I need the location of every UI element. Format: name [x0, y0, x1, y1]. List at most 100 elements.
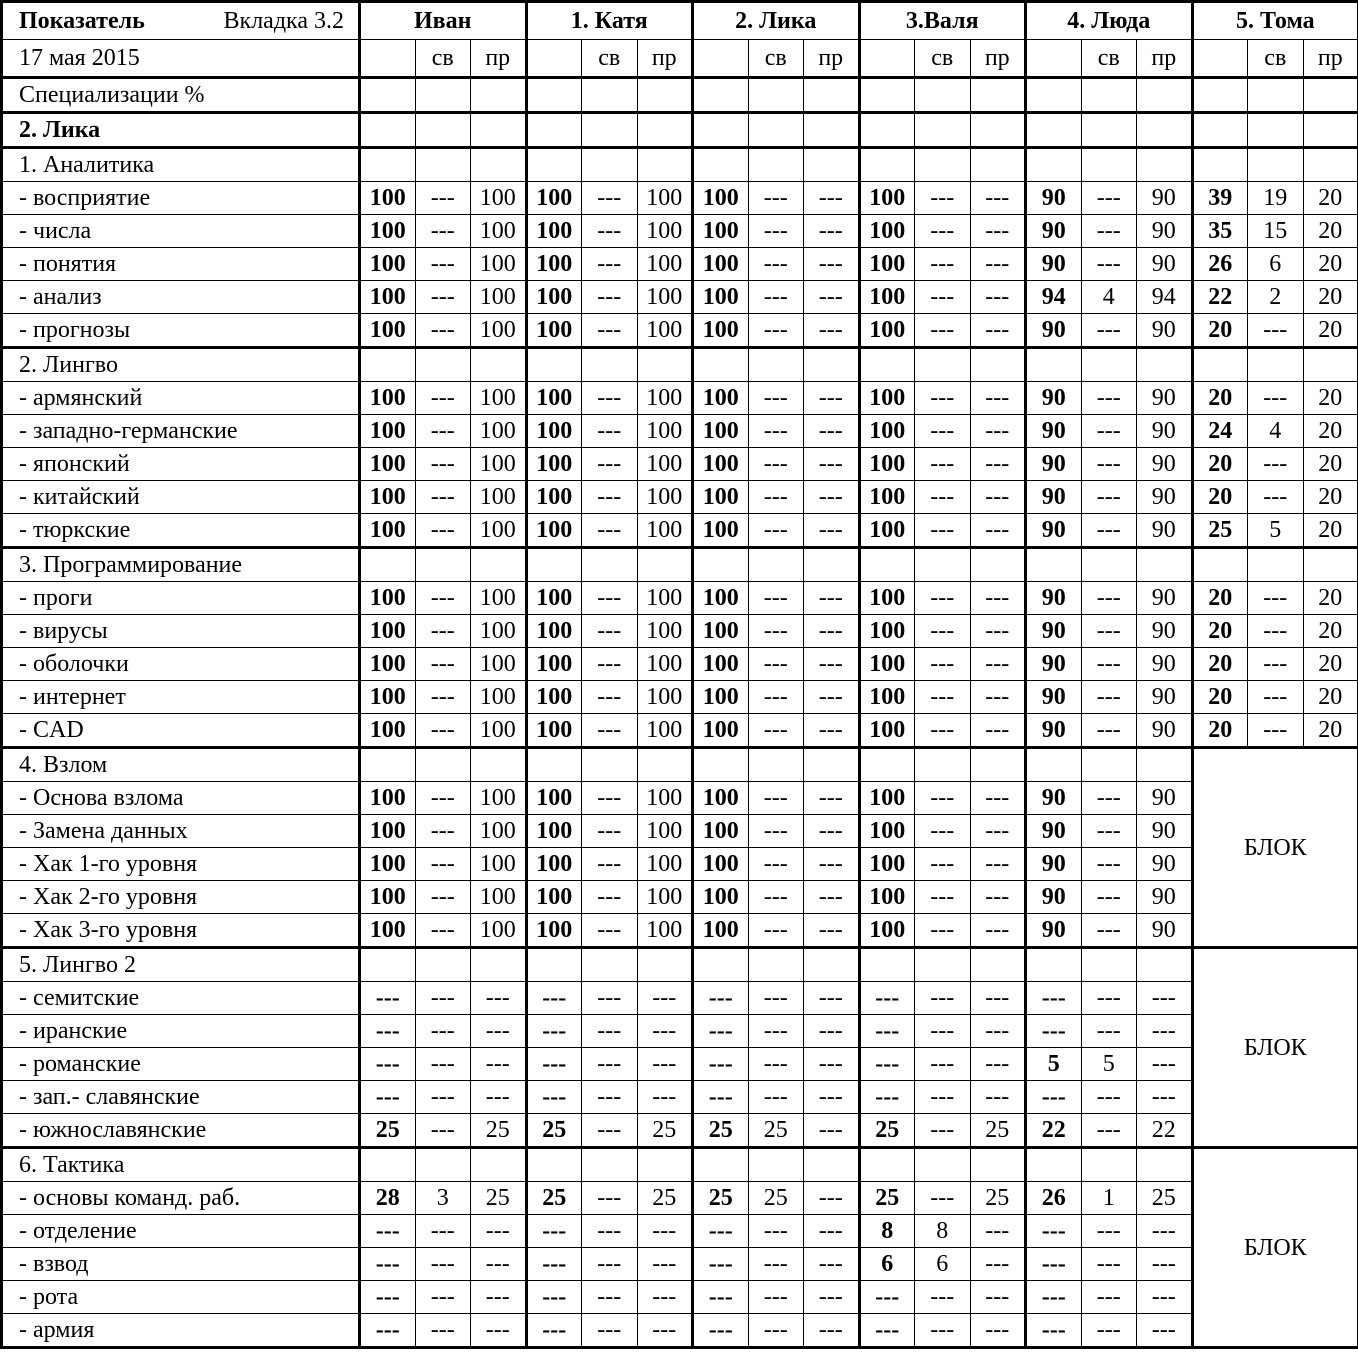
value-cell: 90	[1024, 480, 1082, 514]
empty-cell	[747, 111, 804, 148]
value-cell: ---	[969, 1280, 1027, 1314]
value-cell: ---	[969, 447, 1027, 481]
value-cell: ---	[581, 247, 638, 281]
value-cell: ---	[414, 814, 471, 848]
value-cell: ---	[914, 280, 971, 314]
empty-cell	[691, 146, 749, 182]
value-cell: ---	[470, 1280, 527, 1314]
value-cell: ---	[803, 247, 860, 281]
empty-cell	[691, 111, 749, 148]
empty-cell	[803, 746, 860, 782]
empty-cell	[691, 746, 749, 782]
value-cell: ---	[414, 381, 471, 415]
value-cell: 100	[857, 614, 915, 648]
value-cell: 20	[1190, 647, 1249, 681]
empty-cell	[414, 546, 471, 582]
table-row: - проги 100 --- 100 100 --- 100 100 --- --- 100 ---…	[1, 581, 1358, 615]
value-cell: 90	[1136, 414, 1193, 448]
value-cell: ---	[914, 214, 971, 248]
section-title: 2. Лингво	[1, 346, 361, 382]
empty-cell	[1080, 346, 1138, 382]
value-cell: ---	[470, 1080, 527, 1114]
value-cell: 90	[1024, 447, 1082, 481]
block-label: БЛОК	[1190, 946, 1358, 1148]
value-cell: ---	[414, 513, 471, 548]
value-cell: 100	[636, 513, 693, 548]
value-cell: 100	[358, 847, 416, 881]
empty-cell	[581, 146, 638, 182]
value-cell: 90	[1136, 581, 1193, 615]
subheader-total	[358, 39, 416, 78]
value-cell: 20	[1302, 581, 1358, 615]
empty-cell	[1190, 546, 1249, 582]
table-row: - армянский 100 --- 100 100 --- 100 100 --- --- 10…	[1, 381, 1358, 415]
value-cell: 100	[691, 447, 749, 481]
empty-cell	[1136, 1146, 1193, 1182]
value-cell: ---	[803, 680, 860, 714]
empty-cell	[470, 346, 527, 382]
subheader-pr: пр	[969, 39, 1027, 78]
value-cell: ---	[1080, 614, 1138, 648]
value-cell: 100	[691, 713, 749, 748]
value-cell: 20	[1302, 614, 1358, 648]
value-cell: 20	[1190, 680, 1249, 714]
value-cell: ---	[581, 1014, 638, 1048]
value-cell: ---	[581, 480, 638, 514]
empty-cell	[1024, 111, 1082, 148]
value-cell: 5	[1024, 1047, 1082, 1081]
value-cell: 100	[470, 647, 527, 681]
empty-cell	[914, 111, 971, 148]
value-cell: 25	[636, 1181, 693, 1215]
value-cell: ---	[414, 414, 471, 448]
value-cell: ---	[1080, 214, 1138, 248]
value-cell: ---	[914, 880, 971, 914]
empty-cell	[581, 111, 638, 148]
value-cell: 100	[524, 913, 582, 948]
value-cell: 25	[691, 1113, 749, 1148]
empty-cell	[414, 1146, 471, 1182]
value-cell: ---	[581, 513, 638, 548]
value-cell: ---	[524, 1014, 582, 1048]
value-cell: 100	[524, 381, 582, 415]
row-label: - взвод	[1, 1247, 361, 1281]
value-cell: 100	[358, 647, 416, 681]
value-cell: ---	[747, 1014, 804, 1048]
value-cell: ---	[803, 981, 860, 1015]
value-cell: ---	[581, 647, 638, 681]
value-cell: 22	[1190, 280, 1249, 314]
row-label: - армянский	[1, 381, 361, 415]
subject-row: 2. Лика	[1, 111, 1358, 148]
table-row: - Хак 1-го уровня 100 --- 100 100 --- 100 100 --…	[1, 847, 1358, 881]
value-cell: 90	[1024, 781, 1082, 815]
value-cell: 90	[1136, 214, 1193, 248]
value-cell: ---	[747, 447, 804, 481]
value-cell: 100	[857, 280, 915, 314]
empty-cell	[414, 146, 471, 182]
value-cell: 90	[1136, 614, 1193, 648]
value-cell: 22	[1136, 1113, 1193, 1148]
value-cell: ---	[1080, 247, 1138, 281]
row-label: - отделение	[1, 1214, 361, 1248]
value-cell: 100	[470, 713, 527, 748]
empty-cell	[1080, 546, 1138, 582]
value-cell: 94	[1024, 280, 1082, 314]
table-row: - числа 100 --- 100 100 --- 100 100 --- --- 100 ---…	[1, 214, 1358, 248]
value-cell: 90	[1024, 214, 1082, 248]
value-cell: ---	[581, 781, 638, 815]
value-cell: 20	[1190, 480, 1249, 514]
value-cell: ---	[524, 1280, 582, 1314]
value-cell: ---	[414, 913, 471, 948]
value-cell: ---	[691, 1214, 749, 1248]
empty-cell	[636, 111, 693, 148]
empty-cell	[1190, 346, 1249, 382]
empty-cell	[803, 111, 860, 148]
empty-cell	[857, 946, 915, 982]
value-cell: 20	[1302, 313, 1358, 348]
value-cell: 4	[1080, 280, 1138, 314]
value-cell: ---	[581, 913, 638, 948]
value-cell: ---	[914, 414, 971, 448]
value-cell: ---	[803, 313, 860, 348]
value-cell: ---	[969, 480, 1027, 514]
subheader-row: 17 мая 2015 св пр св пр св пр св пр св пр св пр	[1, 39, 1358, 78]
table-row: - Основа взлома 100 --- 100 100 --- 100 100 --- -…	[1, 781, 1358, 815]
